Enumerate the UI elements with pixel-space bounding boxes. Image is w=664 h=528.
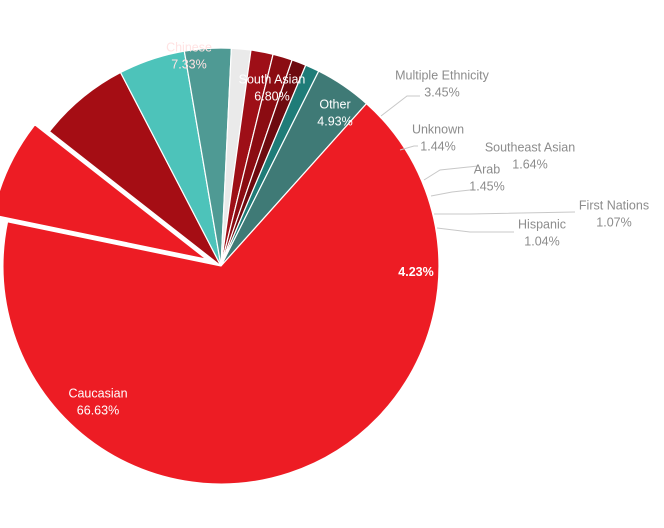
pie-slices <box>0 47 440 485</box>
slice-name: Chinese <box>166 41 212 55</box>
leader-line-hispanic <box>436 227 514 233</box>
slice-value: 1.45% <box>469 180 504 194</box>
slice-name: First Nations <box>579 199 649 213</box>
pie-labels: Chinese 7.33% South Asian 6.80% Other 4.93% Mu… <box>68 41 649 418</box>
slice-value: 7.33% <box>171 58 206 72</box>
label-leader-lines <box>380 95 576 233</box>
slice-name: Caucasian <box>68 387 127 401</box>
pie-label-first-nations: First Nations 1.07% <box>579 199 649 230</box>
slice-value: 6.80% <box>254 90 289 104</box>
slice-value: 66.63% <box>77 404 119 418</box>
leader-line-unknown <box>399 145 418 151</box>
slice-name: South Asian <box>239 73 306 87</box>
leader-line-multiple-ethnicity <box>380 95 420 117</box>
pie-label-unknown: Unknown 1.44% <box>412 123 464 154</box>
pie-label-southeast-asian: Southeast Asian 1.64% <box>485 141 575 172</box>
slice-value: 1.64% <box>512 158 547 172</box>
pie-label-arab: Arab 1.45% <box>469 163 504 194</box>
slice-name: Southeast Asian <box>485 141 575 155</box>
leader-line-southeast-asian <box>423 165 479 181</box>
slice-name: Unknown <box>412 123 464 137</box>
slice-name: Hispanic <box>518 218 566 232</box>
slice-value: 4.93% <box>317 115 352 129</box>
leader-line-first-nations <box>434 211 576 215</box>
pie-label-hispanic: Hispanic 1.04% <box>518 218 566 249</box>
pie-slice-caucasian <box>2 102 440 485</box>
slice-value: 3.45% <box>424 86 459 100</box>
pie-label-other: Other 4.93% <box>317 98 352 129</box>
pie-label-unlabeled-9: 4.23% <box>398 265 433 279</box>
pie-label-south-asian: South Asian 6.80% <box>239 73 306 104</box>
pie-label-multiple-ethnicity: Multiple Ethnicity 3.45% <box>395 69 490 100</box>
slice-name: Other <box>319 98 350 112</box>
slice-value: 4.23% <box>398 265 433 279</box>
slice-value: 1.04% <box>524 235 559 249</box>
slice-name: Arab <box>474 163 500 177</box>
pie-label-caucasian: Caucasian 66.63% <box>68 387 127 418</box>
leader-line-arab <box>430 189 471 197</box>
slice-value: 1.44% <box>420 140 455 154</box>
pie-label-chinese: Chinese 7.33% <box>166 41 212 72</box>
slice-value: 1.07% <box>596 216 631 230</box>
pie-slice-chinese <box>0 123 207 260</box>
slice-name: Multiple Ethnicity <box>395 69 490 83</box>
